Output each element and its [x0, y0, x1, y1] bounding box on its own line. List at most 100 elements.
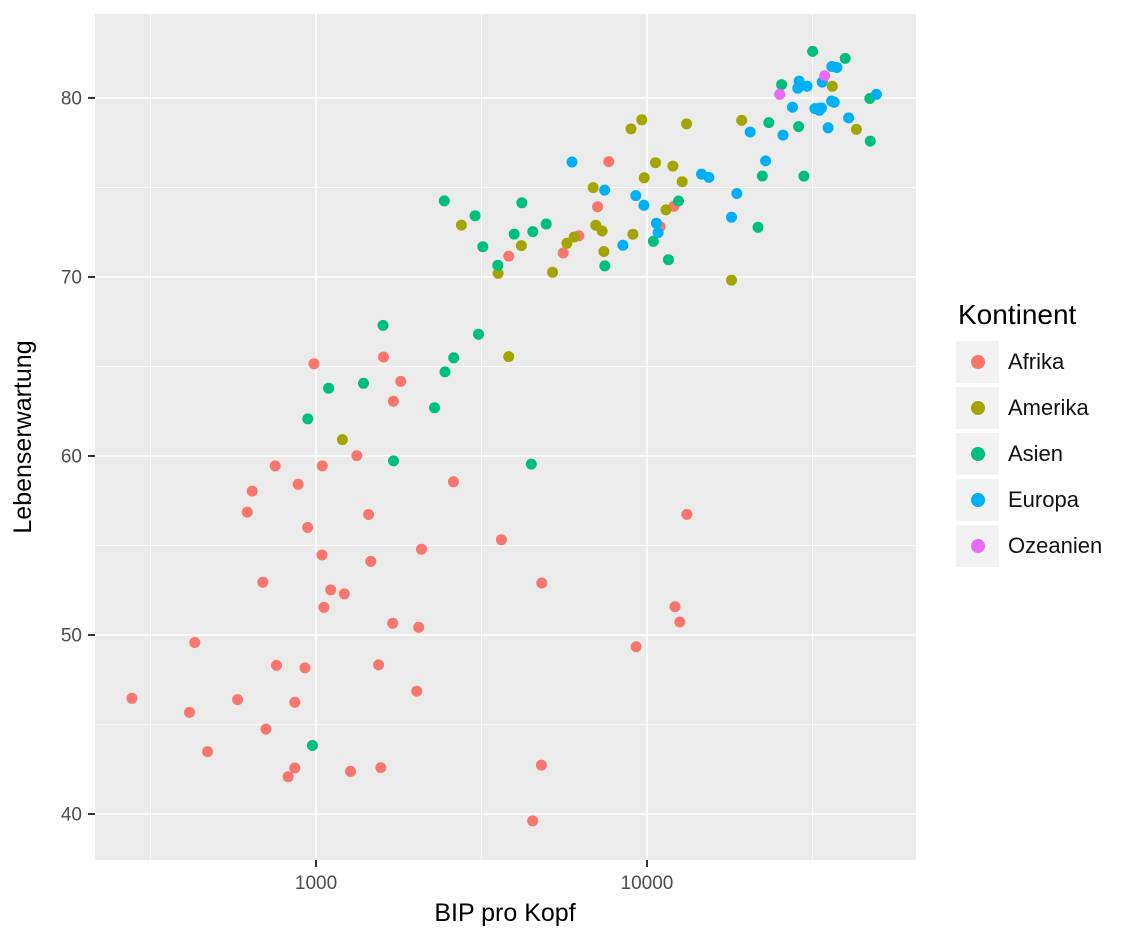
data-point	[292, 478, 304, 490]
data-point	[669, 601, 681, 613]
data-point	[260, 723, 272, 735]
data-point	[536, 577, 548, 589]
data-point	[448, 352, 460, 364]
data-point	[822, 122, 834, 134]
data-point	[776, 79, 788, 91]
data-point	[477, 241, 489, 253]
data-point	[358, 377, 369, 389]
legend-key	[956, 478, 999, 521]
data-point	[299, 662, 311, 674]
data-point	[826, 80, 838, 92]
data-point	[473, 328, 484, 340]
data-point	[599, 260, 611, 272]
data-point	[667, 160, 679, 172]
legend-item-asien: Asien	[956, 432, 1102, 475]
data-point	[492, 259, 504, 271]
data-point	[763, 117, 775, 129]
data-point	[387, 395, 399, 407]
data-point	[561, 237, 573, 249]
data-point	[351, 450, 363, 462]
data-point	[306, 740, 318, 751]
data-point	[189, 637, 201, 648]
legend-key	[956, 340, 999, 383]
data-point	[703, 171, 715, 183]
data-point	[731, 188, 743, 199]
legend-item-afrika: Afrika	[956, 340, 1102, 383]
data-point	[674, 616, 686, 628]
data-point	[271, 659, 282, 671]
data-point	[516, 197, 528, 209]
axis-tick-marks	[88, 96, 648, 867]
y-tick-label: 70	[61, 268, 82, 289]
data-point	[774, 88, 786, 100]
data-point	[599, 184, 611, 196]
legend-label: Afrika	[1008, 348, 1065, 374]
data-point	[289, 762, 301, 774]
data-point	[126, 692, 138, 704]
data-point	[413, 621, 425, 633]
data-point	[744, 126, 756, 138]
minor-gridlines	[95, 14, 916, 860]
data-point	[831, 62, 843, 73]
legend-dot-icon	[970, 446, 985, 461]
legend-key	[956, 432, 999, 475]
data-point	[627, 228, 639, 240]
data-point	[527, 226, 539, 238]
data-point	[793, 75, 805, 87]
data-point	[587, 182, 599, 194]
data-point	[202, 746, 213, 758]
y-axis-title: Lebenserwartung	[9, 340, 37, 533]
data-point	[395, 375, 407, 387]
data-point	[378, 351, 389, 363]
data-point	[318, 601, 330, 613]
data-point	[365, 555, 377, 567]
legend-dot-icon	[970, 538, 985, 553]
data-point	[438, 195, 450, 207]
data-point	[515, 240, 527, 252]
legend-item-europa: Europa	[956, 478, 1102, 521]
data-point	[617, 239, 629, 251]
data-point	[726, 211, 737, 223]
data-point	[625, 123, 637, 135]
data-point	[492, 267, 504, 279]
data-point	[662, 254, 674, 266]
data-point	[338, 588, 350, 600]
data-point	[636, 114, 648, 126]
data-point	[387, 617, 399, 629]
data-point	[638, 172, 650, 184]
data-point	[375, 762, 387, 774]
data-point	[469, 210, 481, 222]
data-point	[630, 190, 642, 202]
data-point	[495, 534, 507, 546]
data-point	[289, 696, 301, 708]
data-point	[302, 522, 314, 533]
data-point	[525, 458, 537, 470]
legend-dot-icon	[970, 492, 985, 507]
plot-panel	[95, 14, 916, 860]
data-point	[828, 96, 840, 108]
data-point	[363, 509, 375, 520]
x-tick-label: 10000	[621, 873, 674, 894]
legend-label: Asien	[1008, 440, 1064, 466]
legend-key	[956, 524, 999, 567]
data-point	[316, 549, 328, 561]
x-tick-label: 1000	[295, 873, 337, 894]
data-point	[603, 156, 615, 168]
data-point	[650, 157, 661, 169]
data-point	[535, 759, 547, 771]
data-point	[592, 201, 604, 213]
data-point	[508, 228, 520, 240]
y-tick-label: 50	[61, 626, 82, 647]
data-point	[777, 129, 789, 141]
data-point	[439, 366, 451, 378]
data-points-layer	[126, 45, 882, 827]
data-point	[850, 123, 862, 135]
data-point	[336, 434, 348, 446]
data-point	[870, 88, 882, 100]
legend-items: Afrika Amerika Asien Europa Ozeanien	[956, 340, 1102, 571]
data-point	[807, 45, 819, 57]
data-point	[184, 706, 195, 718]
data-point	[246, 485, 258, 497]
